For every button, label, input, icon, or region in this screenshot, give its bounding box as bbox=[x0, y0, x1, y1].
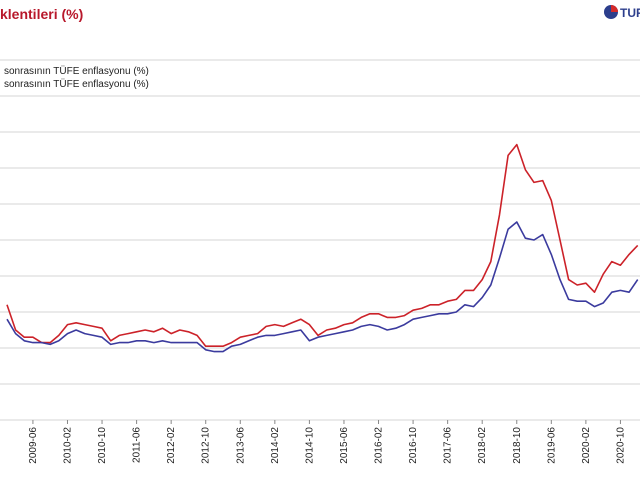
x-tick-label: 2015-06 bbox=[339, 427, 350, 464]
x-tick-label: 2020-02 bbox=[581, 427, 592, 464]
chart-title: klentileri (%) bbox=[0, 6, 83, 22]
x-tick-label: 2012-10 bbox=[201, 427, 212, 464]
series-line bbox=[6, 221, 639, 353]
x-tick-label: 2016-10 bbox=[408, 427, 419, 464]
x-tick-label: 2014-02 bbox=[270, 427, 281, 464]
x-tick-label: 2019-06 bbox=[546, 427, 557, 464]
x-tick-label: 2009-06 bbox=[28, 427, 39, 464]
x-tick-label: 2013-06 bbox=[235, 427, 246, 464]
x-tick-label: 2010-10 bbox=[97, 427, 108, 464]
logo-icon-part bbox=[611, 5, 618, 12]
x-tick-label: 2012-02 bbox=[166, 427, 177, 464]
x-tick-label: 2018-10 bbox=[512, 427, 523, 464]
x-tick-label: 2010-02 bbox=[62, 427, 73, 464]
x-tick-label: 2016-02 bbox=[374, 427, 385, 464]
x-tick-label: 2020-10 bbox=[615, 427, 626, 464]
legend-label: sonrasının TÜFE enflasyonu (%) bbox=[4, 78, 149, 90]
series-line bbox=[6, 143, 639, 347]
legend: sonrasının TÜFE enflasyonu (%)sonrasının… bbox=[4, 65, 149, 90]
legend-label: sonrasının TÜFE enflasyonu (%) bbox=[4, 65, 149, 77]
logo: TURK bbox=[604, 5, 640, 20]
x-tick-label: 2017-06 bbox=[443, 427, 454, 464]
x-tick-label: 2018-02 bbox=[477, 427, 488, 464]
x-tick-label: 2014-10 bbox=[304, 427, 315, 464]
x-tick-label: 2011-06 bbox=[132, 427, 143, 463]
brand: TURK bbox=[620, 6, 640, 20]
